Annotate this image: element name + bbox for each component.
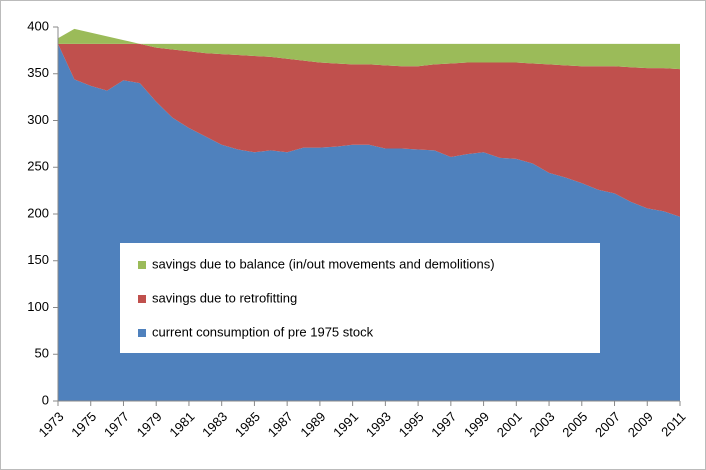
legend-swatch	[138, 329, 146, 337]
legend-label: savings due to balance (in/out movements…	[152, 256, 495, 271]
legend-label: savings due to retrofitting	[152, 290, 297, 305]
y-tick-label: 350	[27, 65, 49, 80]
y-tick-label: 150	[27, 252, 49, 267]
y-tick-label: 200	[27, 205, 49, 220]
legend-box	[120, 243, 600, 353]
y-tick-label: 250	[27, 159, 49, 174]
legend-swatch	[138, 261, 146, 269]
y-tick-label: 0	[42, 392, 49, 407]
y-tick-label: 100	[27, 299, 49, 314]
area	[58, 43, 680, 217]
legend-label: current consumption of pre 1975 stock	[152, 324, 374, 339]
y-tick-label: 50	[35, 346, 49, 361]
area	[58, 28, 680, 70]
y-tick-label: 400	[27, 18, 49, 33]
legend-swatch	[138, 295, 146, 303]
y-tick-label: 300	[27, 112, 49, 127]
